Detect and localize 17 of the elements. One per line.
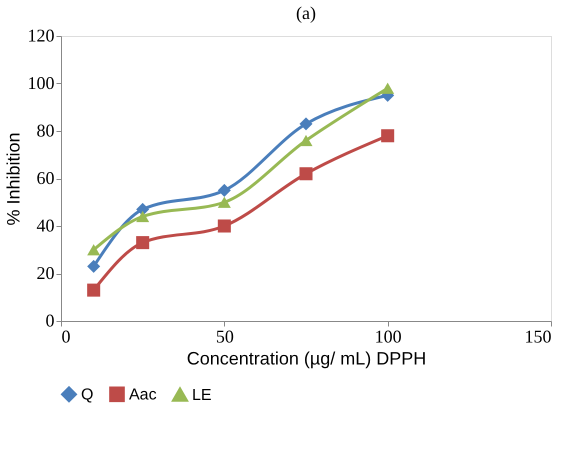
legend-label: Q xyxy=(81,386,94,404)
y-tick-label: 120 xyxy=(28,26,54,46)
chart-title: (a) xyxy=(296,3,316,23)
y-tick-label: 100 xyxy=(28,73,54,93)
y-tick-label: 20 xyxy=(36,263,54,283)
y-tick-label: 60 xyxy=(36,168,54,188)
y-tick-label: 40 xyxy=(36,216,54,236)
x-tick-label: 50 xyxy=(216,326,234,346)
legend-label: LE xyxy=(192,386,212,404)
x-tick-label: 100 xyxy=(374,326,402,346)
x-tick-label: 0 xyxy=(62,326,70,346)
y-tick-label: 80 xyxy=(36,120,54,140)
legend-label: Aac xyxy=(129,386,157,404)
x-tick-label: 150 xyxy=(524,326,552,346)
y-tick-label: 0 xyxy=(46,310,54,330)
y-axis-title: % Inhibition xyxy=(4,132,24,226)
x-axis-title: Concentration (µg/ mL) DPPH xyxy=(186,348,426,368)
